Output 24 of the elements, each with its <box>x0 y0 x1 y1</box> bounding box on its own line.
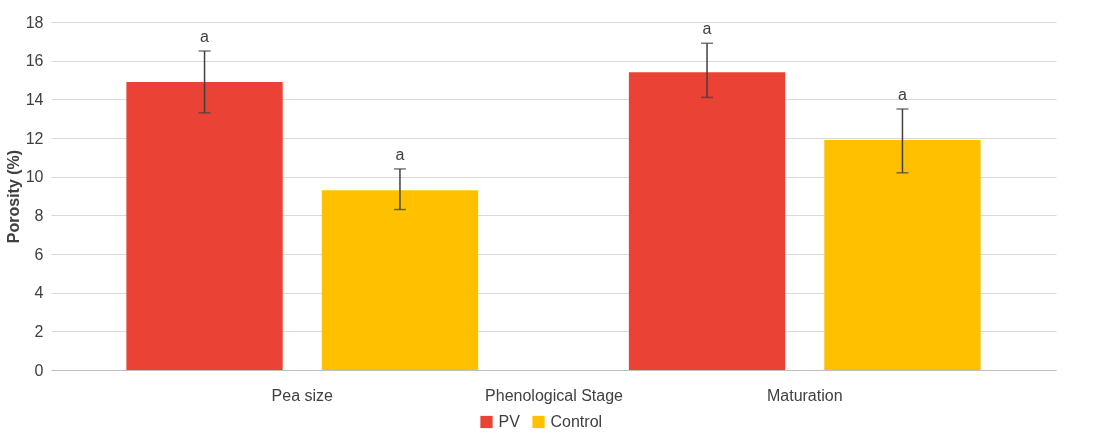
bar <box>321 190 479 370</box>
y-tick-label: 14 <box>25 90 44 108</box>
y-tick-label: 18 <box>25 13 44 31</box>
bar <box>824 139 981 370</box>
legend-label: PV <box>498 413 521 430</box>
data-label: a <box>395 145 405 163</box>
x-axis-title: Phenological Stage <box>485 386 624 404</box>
y-tick-label: 8 <box>34 206 44 224</box>
y-tick-label: 2 <box>34 322 44 340</box>
y-tick-label: 0 <box>34 361 44 379</box>
y-tick-label: 10 <box>25 168 44 186</box>
y-tick-label: 12 <box>25 129 44 147</box>
data-label: a <box>702 20 712 38</box>
y-tick-label: 16 <box>25 52 44 70</box>
data-label: a <box>200 28 210 45</box>
legend-label: Control <box>550 413 603 430</box>
y-tick-label: 4 <box>34 284 44 302</box>
x-tick-label: Maturation <box>766 386 843 404</box>
x-tick-label: Pea size <box>271 386 334 404</box>
data-label: a <box>898 86 908 103</box>
y-axis-title: Porosity (%) <box>4 149 22 244</box>
bar <box>628 72 786 370</box>
y-tick-label: 6 <box>34 245 44 263</box>
bar <box>126 81 283 370</box>
